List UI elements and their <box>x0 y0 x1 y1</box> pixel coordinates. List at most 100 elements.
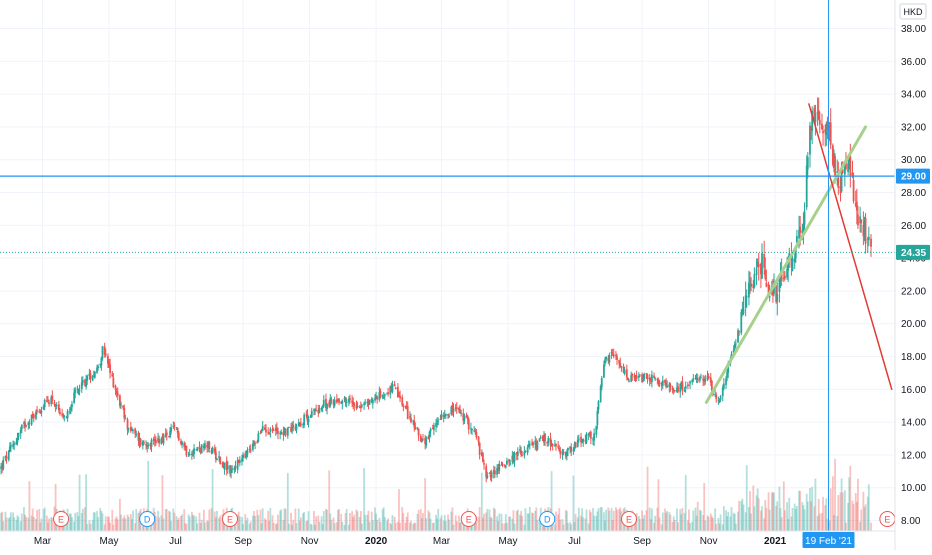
volume-bar <box>120 514 122 531</box>
volume-bar <box>488 509 491 531</box>
volume-bar <box>538 519 541 531</box>
candle-body <box>709 377 712 383</box>
candle-body <box>192 454 194 456</box>
candle-body <box>466 416 469 420</box>
candle-body <box>439 419 442 421</box>
volume-bar <box>490 517 493 531</box>
candle-body <box>656 379 659 381</box>
candle-body <box>356 406 359 408</box>
volume-bar <box>668 512 671 531</box>
candle-body <box>317 409 320 414</box>
volume-bar <box>114 518 117 531</box>
candle-body <box>305 414 308 416</box>
volume-bar <box>851 500 854 531</box>
volume-bar <box>783 510 786 531</box>
candle-body <box>570 447 573 452</box>
volume-bar <box>641 510 643 531</box>
candle-body <box>562 452 565 454</box>
volume-bar <box>299 517 302 531</box>
candle-body <box>374 398 376 401</box>
candle-body <box>28 423 31 425</box>
volume-bar <box>414 523 417 531</box>
y-axis[interactable]: 38.0036.0034.0032.0030.0028.0026.0024.00… <box>901 24 926 527</box>
dividend-marker[interactable]: D <box>539 511 556 527</box>
x-axis[interactable]: Mar May Jul Sep Nov 2020 Mar May Jul Sep Nov 2021 <box>34 536 787 547</box>
candle-body <box>673 390 676 392</box>
volume-bar <box>587 523 590 531</box>
candle-body <box>532 442 534 446</box>
volume-bar <box>717 517 720 531</box>
volume-bar <box>719 514 722 531</box>
earnings-marker[interactable]: E <box>53 511 70 527</box>
volume-bar <box>718 523 721 531</box>
candle-body <box>470 428 472 430</box>
candle-body <box>564 452 567 457</box>
volume-bar <box>208 509 211 531</box>
volume-bar <box>310 524 313 531</box>
x-tick-label: Jul <box>169 536 182 547</box>
volume-bar <box>84 507 86 531</box>
candle-body <box>100 358 103 366</box>
candle-body <box>8 446 11 451</box>
y-tick-label: 8.00 <box>901 516 921 527</box>
candle-body <box>763 254 766 268</box>
volume-bar <box>356 511 359 531</box>
volume-bar <box>99 508 102 531</box>
volume-bar <box>181 514 183 531</box>
candle-body <box>123 407 126 418</box>
volume-bar <box>284 508 287 531</box>
candle-body <box>589 431 592 439</box>
volume-bar <box>831 476 834 531</box>
volume-bar <box>216 511 218 531</box>
candle-body <box>32 414 35 419</box>
volume-bar <box>863 507 866 531</box>
dividend-marker[interactable]: D <box>139 511 156 527</box>
candle-body <box>260 430 263 433</box>
volume-bar <box>847 502 850 531</box>
volume-bar <box>454 515 457 531</box>
volume-bar <box>196 523 199 531</box>
volume-bar <box>358 517 361 531</box>
volume-bar <box>290 512 292 531</box>
volume-bar <box>489 516 492 531</box>
volume-bar <box>656 507 659 531</box>
volume-bar <box>651 508 653 531</box>
candlesticks <box>0 97 872 483</box>
volume-bar <box>328 470 331 531</box>
candle-body <box>264 427 266 430</box>
volume-bar <box>287 523 290 531</box>
earnings-marker[interactable]: E <box>621 511 638 527</box>
candle-body <box>248 448 251 450</box>
candle-body <box>448 415 451 417</box>
candle-body <box>790 256 793 268</box>
volume-bar <box>429 518 432 531</box>
candle-body <box>74 389 77 393</box>
grid-lines <box>0 0 895 531</box>
red-trendline[interactable] <box>808 103 893 391</box>
earnings-marker[interactable]: E <box>879 511 896 527</box>
candle-body <box>485 466 488 478</box>
volume-bar <box>129 514 132 531</box>
trend-lines[interactable] <box>704 103 893 404</box>
candle-body <box>382 397 385 399</box>
volume-bar <box>374 507 376 531</box>
candle-body <box>294 426 297 430</box>
volume-bar <box>306 520 309 531</box>
candle-body <box>848 158 851 164</box>
volume-bar <box>553 524 556 531</box>
candle-body <box>581 442 584 444</box>
candle-body <box>443 414 446 417</box>
earnings-marker[interactable]: E <box>222 511 239 527</box>
candle-body <box>414 427 417 429</box>
horizontal-lines[interactable] <box>0 0 895 531</box>
volume-bar <box>42 509 45 531</box>
earnings-marker[interactable]: E <box>460 511 477 527</box>
green-trendline[interactable] <box>704 125 868 404</box>
volume-bar <box>35 519 37 531</box>
volume-bar <box>504 514 507 531</box>
candle-body <box>233 467 236 470</box>
currency-badge[interactable]: HKD <box>899 3 927 20</box>
